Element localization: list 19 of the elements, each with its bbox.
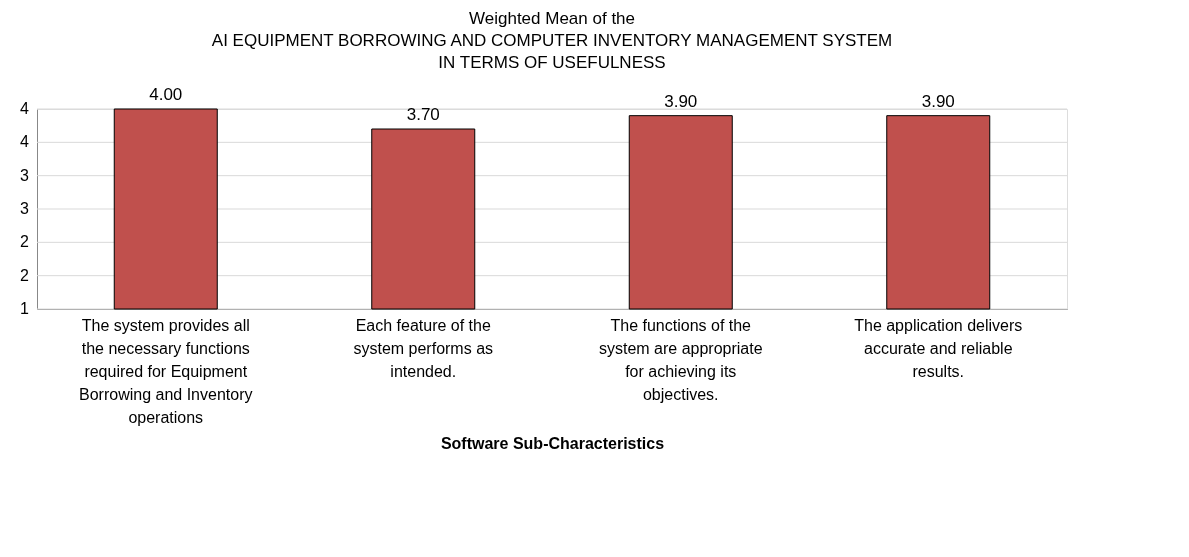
x-tick-label: Each feature of the system performs as intended. (353, 316, 494, 380)
x-axis-title: Software Sub-Characteristics (440, 434, 665, 452)
x-tick-label: The application delivers accurate and reliable results. (854, 316, 1023, 380)
y-tick-label: 4 (20, 100, 30, 117)
y-tick-label: 3 (20, 166, 30, 184)
y-tick-label: 3 (20, 200, 30, 217)
y-tick-label: 2 (20, 233, 30, 251)
text: IN TERMS OF USEFULNESS (438, 53, 666, 72)
data-label: 3.70 (406, 105, 440, 124)
text: Weighted Mean of the (468, 9, 636, 28)
y-tick-label: 4 (20, 133, 30, 151)
data-label: 3.90 (921, 91, 955, 111)
y-tick-label: 1 (20, 300, 30, 317)
data-label: 4.00 (149, 85, 183, 104)
x-tick-label: The system provides all the necessary functions required for Equipment Borrowing and Inventory operations (79, 316, 253, 426)
y-tick-label: 2 (20, 266, 30, 284)
data-label: 3.90 (664, 91, 698, 111)
x-tick-label: The functions of the system are appropriate for achieving its objectives. (598, 316, 763, 403)
text: AI EQUIPMENT BORROWING AND COMPUTER INVENTORY MANAGEMENT SYSTEM (211, 31, 893, 50)
